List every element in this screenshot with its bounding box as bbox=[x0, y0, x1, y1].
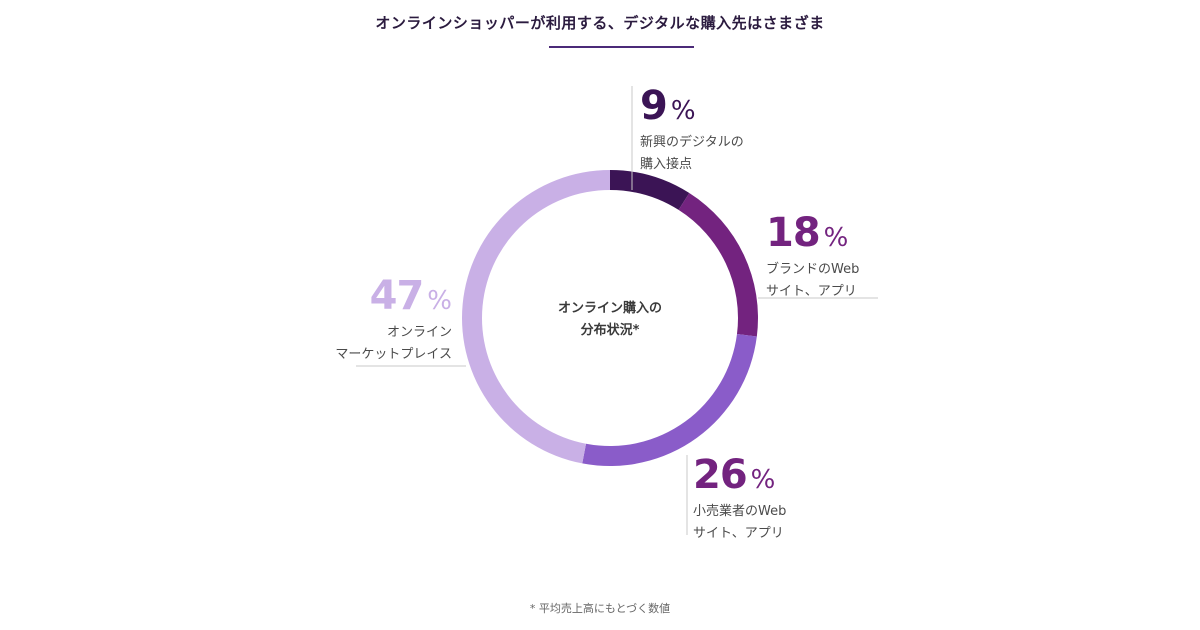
slice-name-line2: マーケットプレイス bbox=[335, 347, 452, 362]
center-label-line1: オンライン購入の bbox=[557, 301, 662, 316]
callout-marketplaces: 47% オンライン マーケットプレイス bbox=[300, 276, 452, 365]
donut-slice-0 bbox=[610, 170, 690, 210]
callout-brand-sites: 18% ブランドのWeb サイト、アプリ bbox=[766, 213, 859, 302]
slice-name-line1: ブランドのWeb bbox=[766, 262, 860, 277]
center-label-line2: 分布状況* bbox=[580, 323, 640, 338]
donut-slice-3 bbox=[461, 170, 610, 464]
callout-retailer-sites: 26% 小売業者のWeb サイト、アプリ bbox=[693, 455, 786, 544]
donut-slice-1 bbox=[678, 193, 758, 337]
slice-name-line2: 購入接点 bbox=[640, 157, 693, 172]
chart-title: オンラインショッパーが利用する、デジタルな購入先はさまざま bbox=[375, 14, 825, 32]
callout-emerging-touchpoints: 9% 新興のデジタルの 購入接点 bbox=[640, 86, 744, 175]
slice-value-label: 47% bbox=[369, 273, 452, 319]
donut-slice-2 bbox=[582, 334, 757, 466]
slice-name-line2: サイト、アプリ bbox=[766, 284, 857, 299]
slice-name-line1: 新興のデジタルの bbox=[640, 135, 744, 150]
slice-value-label: 26% bbox=[693, 452, 776, 498]
slice-value-label: 9% bbox=[640, 83, 696, 129]
slice-value-label: 18% bbox=[766, 210, 849, 256]
title-underline bbox=[549, 46, 694, 48]
slice-name-line2: サイト、アプリ bbox=[693, 526, 784, 541]
slice-name-line1: 小売業者のWeb bbox=[693, 504, 787, 519]
slice-name-line1: オンライン bbox=[386, 325, 452, 340]
donut-center-label: オンライン購入の 分布状況* bbox=[530, 298, 690, 342]
footnote: * 平均売上高にもとづく数値 bbox=[529, 602, 671, 615]
